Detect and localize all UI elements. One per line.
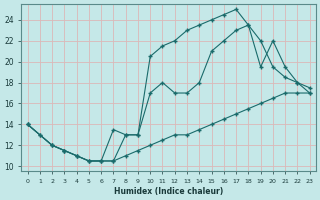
X-axis label: Humidex (Indice chaleur): Humidex (Indice chaleur) xyxy=(114,187,223,196)
